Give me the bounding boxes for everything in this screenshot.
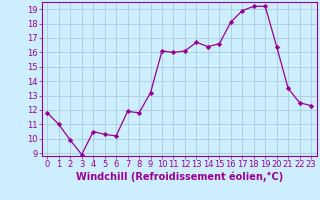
X-axis label: Windchill (Refroidissement éolien,°C): Windchill (Refroidissement éolien,°C) [76, 172, 283, 182]
